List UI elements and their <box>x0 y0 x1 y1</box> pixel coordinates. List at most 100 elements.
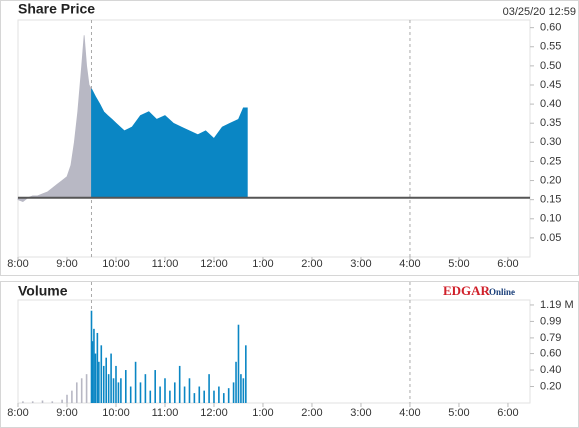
volume-bar <box>61 399 63 403</box>
volume-bar <box>208 374 210 403</box>
volume-bar <box>93 328 95 403</box>
volume-bar <box>115 365 117 403</box>
x-tick-label: 10:00 <box>102 258 130 270</box>
volume-bar <box>154 370 156 403</box>
x-tick-label: 1:00 <box>252 258 273 270</box>
y-tick-label: 0.55 <box>540 41 561 53</box>
volume-bar <box>198 386 201 403</box>
volume-bar <box>245 345 247 403</box>
x-tick-label: 11:00 <box>152 407 179 419</box>
x-tick-label: 3:00 <box>350 258 371 270</box>
x-tick-label: 6:00 <box>497 407 518 419</box>
volume-bar <box>240 374 242 403</box>
volume-bar <box>90 310 93 403</box>
y-tick-label: 0.20 <box>540 380 561 392</box>
volume-bar <box>112 378 115 403</box>
x-tick-label: 9:00 <box>56 407 77 419</box>
volume-bar <box>94 353 97 403</box>
volume-bar <box>105 357 107 403</box>
logo-sub: Online <box>489 287 515 297</box>
chart-title: Volume <box>18 283 68 299</box>
logo: EDGAR <box>443 283 491 298</box>
volume-bar <box>129 386 132 403</box>
price-area <box>91 88 248 199</box>
x-tick-label: 12:00 <box>200 258 228 270</box>
volume-bar <box>144 374 147 403</box>
volume-bar <box>139 382 142 403</box>
timestamp: 03/25/20 12:59 <box>503 6 576 18</box>
volume-bar <box>100 345 103 403</box>
y-tick-label: 0.35 <box>540 117 561 129</box>
volume-bar <box>107 374 110 403</box>
y-tick-label: 0.50 <box>540 60 561 72</box>
volume-bar <box>117 382 120 403</box>
plot-area <box>17 19 531 258</box>
volume-bar <box>227 388 230 403</box>
volume-bar <box>120 378 122 403</box>
volume-bar <box>31 401 34 403</box>
volume-bar <box>41 400 44 403</box>
volume-panel <box>0 281 579 428</box>
volume-bar <box>173 382 176 403</box>
volume-bar <box>213 390 215 403</box>
y-tick-label: 0.40 <box>540 364 561 376</box>
volume-bar <box>75 382 78 403</box>
y-tick-label: 0.20 <box>540 174 561 186</box>
volume-bar <box>22 401 24 403</box>
volume-bar <box>237 324 240 403</box>
price-area <box>17 35 92 203</box>
x-tick-label: 2:00 <box>301 407 322 419</box>
volume-bar <box>178 365 181 403</box>
y-tick-label: 0.79 <box>540 332 561 344</box>
y-tick-label: 0.60 <box>540 22 561 34</box>
volume-bar <box>102 365 105 403</box>
volume-bar <box>98 361 100 403</box>
chart-title: Share Price <box>18 1 95 17</box>
y-tick-label: 1.19 M <box>540 299 574 311</box>
volume-bar <box>235 361 237 403</box>
y-tick-label: 0.60 <box>540 347 561 359</box>
volume-bar <box>149 390 152 403</box>
x-tick-label: 4:00 <box>399 258 420 270</box>
plot-area <box>17 299 531 404</box>
x-tick-label: 10:00 <box>102 407 130 419</box>
y-tick-label: 0.40 <box>540 98 561 110</box>
volume-bar <box>159 386 161 403</box>
volume-bar <box>110 353 112 403</box>
volume-bar <box>91 341 94 403</box>
y-tick-label: 0.10 <box>540 213 561 225</box>
x-tick-label: 9:00 <box>56 258 77 270</box>
volume-bar <box>96 332 99 403</box>
x-tick-label: 3:00 <box>350 407 371 419</box>
y-tick-label: 0.05 <box>540 232 561 244</box>
volume-bar <box>193 393 196 403</box>
volume-bar <box>124 370 127 403</box>
volume-bar <box>232 382 235 403</box>
y-tick-label: 0.45 <box>540 79 561 91</box>
x-tick-label: 11:00 <box>152 258 179 270</box>
volume-bar <box>134 361 137 403</box>
x-tick-label: 1:00 <box>252 407 273 419</box>
x-tick-label: 8:00 <box>7 258 28 270</box>
volume-bar <box>222 393 225 403</box>
y-tick-label: 0.30 <box>540 136 561 148</box>
x-tick-label: 8:00 <box>7 407 28 419</box>
x-tick-label: 4:00 <box>399 407 420 419</box>
volume-bar <box>188 378 191 403</box>
volume-bar <box>85 374 88 403</box>
x-tick-label: 12:00 <box>200 407 228 419</box>
volume-bar <box>242 378 245 403</box>
x-tick-label: 2:00 <box>301 258 322 270</box>
volume-bar <box>218 386 220 403</box>
volume-bar <box>164 378 166 403</box>
x-tick-label: 6:00 <box>497 258 518 270</box>
volume-bar <box>169 390 171 403</box>
y-tick-label: 0.25 <box>540 155 561 167</box>
y-tick-label: 0.15 <box>540 194 561 206</box>
volume-bar <box>203 390 205 403</box>
x-tick-label: 5:00 <box>448 407 469 419</box>
volume-bar <box>51 401 54 403</box>
y-tick-label: 0.99 <box>540 315 561 327</box>
volume-bar <box>80 378 83 403</box>
